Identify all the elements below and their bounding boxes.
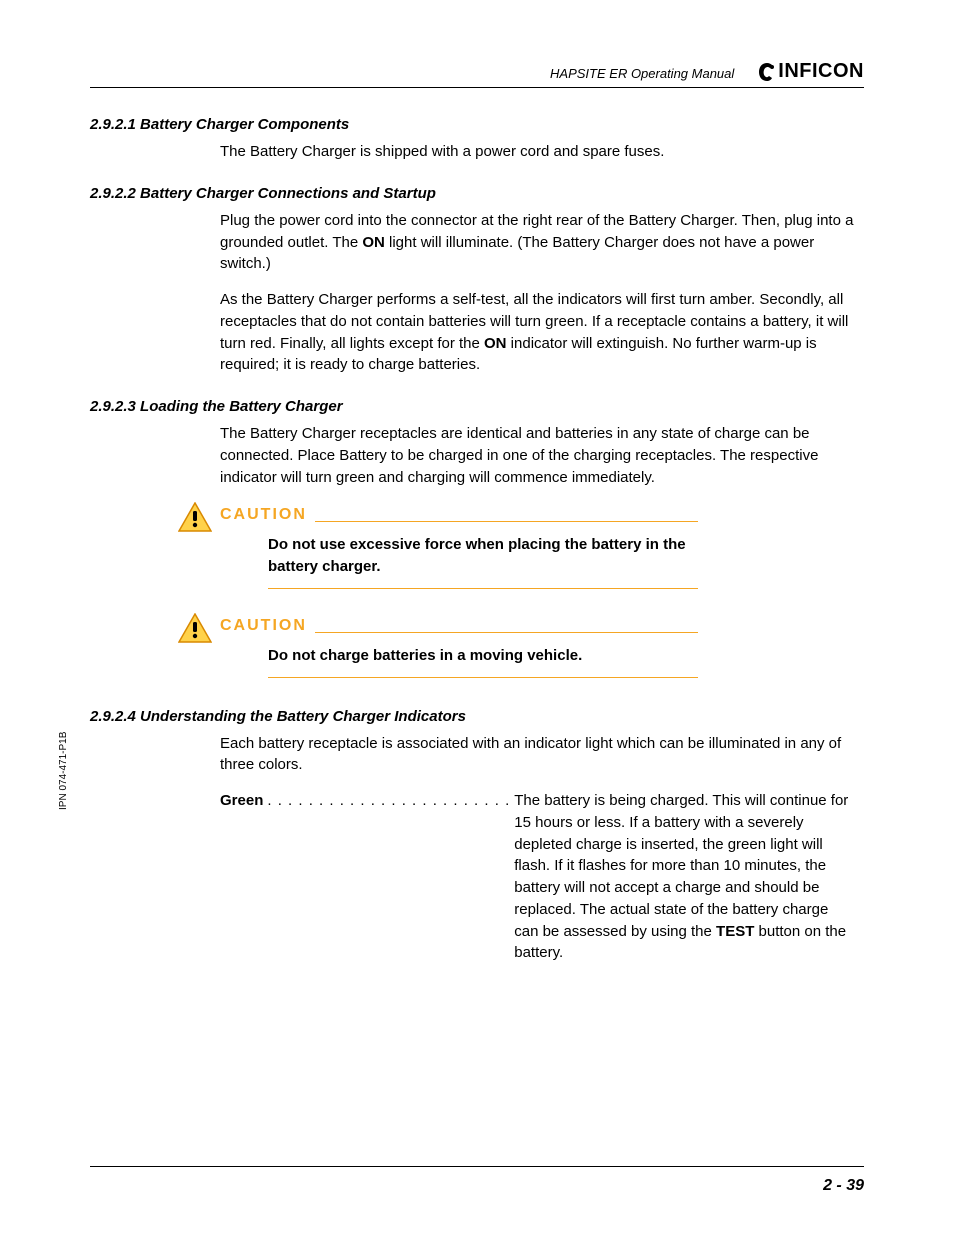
para-2-9-2-3: The Battery Charger receptacles are iden… [220,423,864,488]
caution-rule [315,632,698,633]
page-footer: 2 - 39 [90,1166,864,1195]
heading-2-9-2-3: 2.9.2.3 Loading the Battery Charger [90,398,864,415]
caution-body-2: Do not charge batteries in a moving vehi… [268,645,698,667]
caution-label: CAUTION [220,506,307,528]
indicator-green-row: Green . . . . . . . . . . . . . . . . . … [220,790,864,964]
on-indicator-text: ON [362,234,385,251]
ipn-label: IPN 074-471-P1B [58,732,69,810]
logo-icon [758,62,776,82]
para-2-9-2-1: The Battery Charger is shipped with a po… [220,141,864,163]
caution-block-1: CAUTION Do not use excessive force when … [220,506,864,589]
para-2-9-2-4: Each battery receptacle is associated wi… [220,733,864,777]
caution-icon [178,613,212,648]
page-number: 2 - 39 [823,1177,864,1194]
caution-rule [268,588,698,589]
indicator-label-green: Green [220,790,263,964]
caution-rule [315,521,698,522]
caution-rule [268,677,698,678]
para-2-9-2-2-a: Plug the power cord into the connector a… [220,210,864,275]
caution-block-2: CAUTION Do not charge batteries in a mov… [220,617,864,678]
page-header: HAPSITE ER Operating Manual INFICON [90,60,864,88]
caution-body-1: Do not use excessive force when placing … [268,534,698,578]
heading-2-9-2-2: 2.9.2.2 Battery Charger Connections and … [90,185,864,202]
caution-icon [178,502,212,537]
heading-2-9-2-4: 2.9.2.4 Understanding the Battery Charge… [90,708,864,725]
caution-label: CAUTION [220,617,307,639]
on-indicator-text: ON [484,335,507,352]
leader-dots: . . . . . . . . . . . . . . . . . . . . … [267,790,510,964]
text-fragment: The battery is being charged. This will … [514,792,848,940]
para-2-9-2-2-b: As the Battery Charger performs a self-t… [220,289,864,376]
indicator-desc-green: The battery is being charged. This will … [514,790,854,964]
brand-logo: INFICON [758,60,864,83]
manual-title: HAPSITE ER Operating Manual [550,66,734,83]
logo-text: INFICON [778,60,864,83]
test-button-text: TEST [716,923,754,940]
heading-2-9-2-1: 2.9.2.1 Battery Charger Components [90,116,864,133]
